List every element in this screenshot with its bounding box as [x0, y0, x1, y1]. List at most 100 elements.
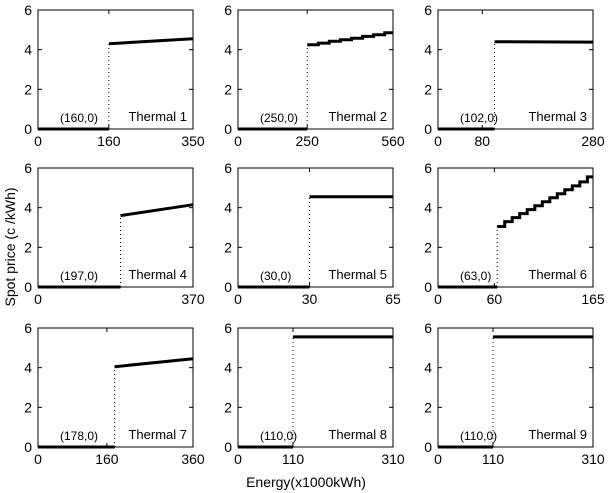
y-tick-label: 4 — [24, 200, 32, 216]
series-2-line — [108, 37, 194, 46]
y-tick-label: 2 — [224, 81, 232, 97]
panel-3: 0 2 4 6 0 80 280 (102,0) Thermal 3 — [424, 2, 605, 149]
y-tick-label: 4 — [224, 200, 232, 216]
x-tick-label: 0 — [234, 133, 242, 149]
y-tick-label: 2 — [424, 239, 432, 255]
panel-5: 0 2 4 6 0 30 65 (30,0) Thermal 5 — [224, 160, 401, 307]
x-tick-label: 65 — [385, 291, 401, 307]
panel-title: Thermal 7 — [128, 427, 187, 442]
y-tick-label: 2 — [24, 399, 32, 415]
x-tick-label: 30 — [302, 291, 318, 307]
panel-title: Thermal 5 — [328, 267, 387, 282]
y-tick-label: 0 — [224, 279, 232, 295]
y-tick-label: 6 — [224, 160, 232, 176]
y-tick-label: 2 — [24, 81, 32, 97]
y-tick-label: 4 — [424, 42, 432, 58]
x-tick-label: 160 — [97, 133, 121, 149]
y-tick-label: 2 — [224, 239, 232, 255]
y-tick-label: 4 — [424, 360, 432, 376]
y-tick-label: 2 — [224, 399, 232, 415]
y-tick-label: 6 — [424, 160, 432, 176]
x-tick-label: 80 — [474, 133, 490, 149]
x-tick-label: 0 — [434, 291, 442, 307]
plot-frame — [237, 9, 394, 130]
y-tick-label: 4 — [24, 360, 32, 376]
plot-frame — [37, 9, 194, 130]
panel-title: Thermal 6 — [528, 267, 587, 282]
y-tick-label: 0 — [24, 121, 32, 137]
cusp-label: (250,0) — [260, 111, 298, 125]
series-2-line — [114, 357, 194, 369]
y-tick-label: 0 — [424, 279, 432, 295]
y-tick-label: 6 — [224, 2, 232, 18]
panel-title: Thermal 9 — [528, 427, 587, 442]
plot-frame — [437, 167, 594, 288]
y-tick-label: 0 — [224, 121, 232, 137]
plot-frame — [437, 9, 594, 130]
y-tick-label: 6 — [24, 320, 32, 336]
x-tick-label: 360 — [181, 451, 205, 467]
y-axis-label: Spot price (c /kWh) — [2, 187, 18, 306]
y-tick-label: 4 — [224, 42, 232, 58]
series-2-line — [307, 31, 393, 47]
panel-title: Thermal 3 — [528, 109, 587, 124]
y-tick-label: 0 — [24, 439, 32, 455]
cusp-label: (110,0) — [260, 429, 297, 443]
cusp-label: (30,0) — [260, 269, 291, 283]
cusp-label: (197,0) — [60, 269, 98, 283]
x-tick-label: 250 — [296, 133, 320, 149]
x-tick-label: 280 — [581, 133, 605, 149]
panel-7: 0 2 4 6 0 160 360 (178,0) Thermal 7 — [24, 320, 205, 467]
cusp-label: (160,0) — [60, 111, 98, 125]
y-tick-label: 0 — [424, 121, 432, 137]
x-tick-label: 0 — [234, 291, 242, 307]
x-tick-label: 0 — [34, 291, 42, 307]
x-tick-label: 560 — [381, 133, 405, 149]
x-tick-label: 0 — [34, 133, 42, 149]
x-tick-label: 110 — [282, 451, 305, 467]
series-2-line — [497, 175, 593, 228]
panel-title: Thermal 1 — [128, 109, 187, 124]
x-tick-label: 0 — [34, 451, 42, 467]
cusp-label: (110,0) — [460, 429, 497, 443]
x-axis-label: Energy(x1000kWh) — [246, 474, 366, 490]
y-tick-label: 4 — [224, 360, 232, 376]
panel-2: 0 2 4 6 0 250 560 (250,0) Thermal 2 — [224, 2, 405, 149]
y-tick-label: 6 — [424, 2, 432, 18]
y-tick-label: 4 — [24, 42, 32, 58]
y-tick-label: 6 — [24, 160, 32, 176]
y-tick-label: 4 — [424, 200, 432, 216]
y-tick-label: 2 — [424, 81, 432, 97]
y-tick-label: 2 — [24, 239, 32, 255]
panel-8: 0 2 4 6 0 110 310 (110,0) Thermal 8 — [224, 320, 405, 467]
x-tick-label: 160 — [95, 451, 119, 467]
x-tick-label: 310 — [581, 451, 605, 467]
x-tick-label: 165 — [581, 291, 605, 307]
y-tick-label: 0 — [424, 439, 432, 455]
x-tick-label: 0 — [434, 451, 442, 467]
x-tick-label: 0 — [234, 451, 242, 467]
panel-4: 0 2 4 6 0 370 (197,0) Thermal 4 — [24, 160, 205, 307]
panel-1: 0 2 4 6 0 160 350 (160,0) Thermal 1 — [24, 2, 205, 149]
plot-frame — [37, 327, 194, 448]
plot-frame — [237, 327, 394, 448]
y-tick-label: 6 — [424, 320, 432, 336]
y-tick-label: 6 — [24, 2, 32, 18]
panel-title: Thermal 4 — [128, 267, 187, 282]
panel-title: Thermal 8 — [328, 427, 387, 442]
x-tick-label: 60 — [487, 291, 503, 307]
x-tick-label: 370 — [181, 291, 205, 307]
y-tick-label: 6 — [224, 320, 232, 336]
panel-9: 0 2 4 6 0 110 310 (110,0) Thermal 9 — [424, 320, 605, 467]
plot-frame — [437, 327, 594, 448]
plot-frame — [237, 167, 394, 288]
cusp-label: (102,0) — [460, 111, 498, 125]
y-tick-label: 2 — [424, 399, 432, 415]
x-tick-label: 0 — [434, 133, 442, 149]
cusp-label: (178,0) — [60, 429, 98, 443]
x-tick-label: 350 — [181, 133, 205, 149]
panel-title: Thermal 2 — [328, 109, 387, 124]
